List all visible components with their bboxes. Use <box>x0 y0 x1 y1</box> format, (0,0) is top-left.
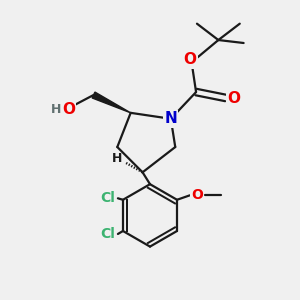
Text: N: N <box>164 111 177 126</box>
Text: H: H <box>112 152 122 165</box>
Polygon shape <box>92 92 131 113</box>
Text: O: O <box>228 91 241 106</box>
Text: O: O <box>62 102 75 117</box>
Text: O: O <box>184 52 196 68</box>
Text: Cl: Cl <box>100 227 115 241</box>
Text: Cl: Cl <box>100 191 115 205</box>
Text: H: H <box>51 103 61 116</box>
Text: O: O <box>191 188 203 202</box>
